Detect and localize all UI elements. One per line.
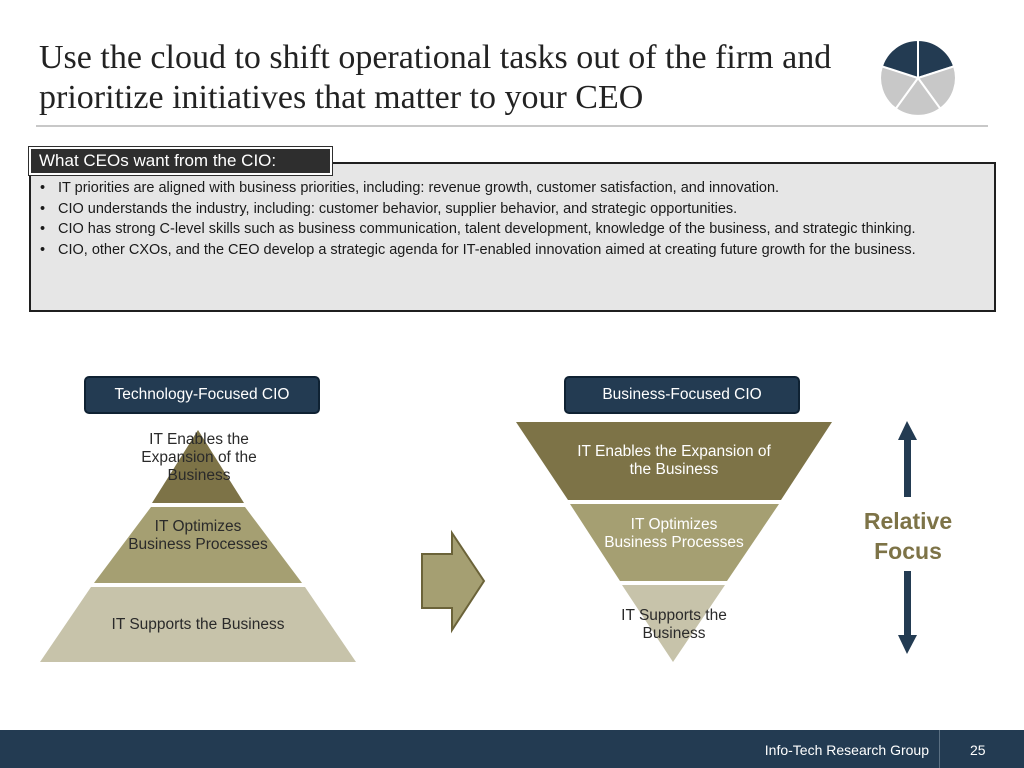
relative-focus-label: Relative Focus: [863, 508, 953, 564]
left-pyramid-bottom-tier: [40, 587, 356, 662]
bullet-item: IT priorities are aligned with business …: [38, 178, 973, 199]
transition-arrow-icon: [421, 529, 486, 634]
footer-organization: Info-Tech Research Group: [764, 742, 929, 758]
left-pyramid-middle-tier: [94, 507, 302, 583]
right-bottom-tier-label: IT Supports the Business: [621, 607, 727, 642]
pie-logo-icon: [879, 39, 957, 117]
ceo-wants-list: IT priorities are aligned with business …: [38, 178, 973, 260]
right-pyramid-bottom-tier: [622, 585, 725, 662]
technology-focused-cio-label: Technology-Focused CIO: [84, 376, 320, 414]
left-bottom-tier-label: IT Supports the Business: [111, 616, 285, 633]
left-pyramid-top-tier: [152, 430, 244, 503]
slide-title: Use the cloud to shift operational tasks…: [39, 39, 832, 116]
business-focused-cio-label: Business-Focused CIO: [564, 376, 800, 414]
right-pyramid-middle-tier: [570, 504, 779, 581]
right-top-tier-label: IT Enables the Expansion of the Business: [577, 443, 771, 478]
right-middle-tier-label: IT Optimizes Business Processes: [604, 516, 744, 551]
footer-bar: [0, 730, 1024, 768]
footer-divider: [939, 730, 940, 768]
bullet-item: CIO understands the industry, including:…: [38, 199, 973, 220]
right-pyramid-top-tier: [516, 422, 832, 500]
page-number: 25: [970, 742, 986, 758]
left-middle-tier-label: IT Optimizes Business Processes: [128, 518, 268, 553]
focus-up-arrow-icon: [898, 421, 917, 497]
bullet-item: CIO has strong C-level skills such as bu…: [38, 219, 973, 240]
ceo-wants-label: What CEOs want from the CIO:: [28, 146, 333, 176]
title-divider: [36, 125, 988, 127]
focus-down-arrow-icon: [898, 571, 917, 654]
left-top-tier-label: IT Enables the Expansion of the Business: [141, 431, 257, 484]
bullet-item: CIO, other CXOs, and the CEO develop a s…: [38, 240, 973, 261]
